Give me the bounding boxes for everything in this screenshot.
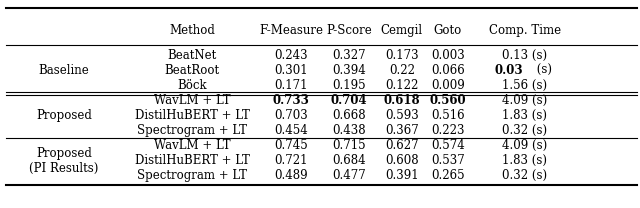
Text: Goto: Goto <box>434 24 462 37</box>
Text: 1.83 (s): 1.83 (s) <box>502 154 547 167</box>
Text: 0.745: 0.745 <box>275 139 308 152</box>
Text: Proposed
(PI Results): Proposed (PI Results) <box>29 147 99 175</box>
Text: 0.394: 0.394 <box>332 64 365 77</box>
Text: 4.09 (s): 4.09 (s) <box>502 139 547 152</box>
Text: DistilHuBERT + LT: DistilHuBERT + LT <box>134 109 250 122</box>
Text: BeatNet: BeatNet <box>168 50 216 62</box>
Text: 0.721: 0.721 <box>275 154 308 167</box>
Text: 0.703: 0.703 <box>275 109 308 122</box>
Text: 0.537: 0.537 <box>431 154 465 167</box>
Text: 4.09 (s): 4.09 (s) <box>502 94 547 107</box>
Text: Method: Method <box>169 24 215 37</box>
Text: Böck: Böck <box>177 79 207 92</box>
Text: 0.265: 0.265 <box>431 169 465 182</box>
Text: 0.223: 0.223 <box>431 124 465 137</box>
Text: 0.618: 0.618 <box>383 94 420 107</box>
Text: 0.574: 0.574 <box>431 139 465 152</box>
Text: 0.03: 0.03 <box>495 64 523 77</box>
Text: 0.003: 0.003 <box>431 50 465 62</box>
Text: 0.489: 0.489 <box>275 169 308 182</box>
Text: 0.627: 0.627 <box>385 139 419 152</box>
Text: 0.122: 0.122 <box>385 79 419 92</box>
Text: 0.009: 0.009 <box>431 79 465 92</box>
Text: 0.22: 0.22 <box>389 64 415 77</box>
Text: 0.171: 0.171 <box>275 79 308 92</box>
Text: 0.715: 0.715 <box>332 139 365 152</box>
Text: Comp. Time: Comp. Time <box>489 24 561 37</box>
Text: 0.516: 0.516 <box>431 109 465 122</box>
Text: Spectrogram + LT: Spectrogram + LT <box>137 124 247 137</box>
Text: P-Score: P-Score <box>326 24 372 37</box>
Text: 0.560: 0.560 <box>429 94 467 107</box>
Text: 0.684: 0.684 <box>332 154 365 167</box>
Text: Cemgil: Cemgil <box>381 24 423 37</box>
Text: 0.668: 0.668 <box>332 109 365 122</box>
Text: 0.593: 0.593 <box>385 109 419 122</box>
Text: 0.367: 0.367 <box>385 124 419 137</box>
Text: BeatRoot: BeatRoot <box>164 64 220 77</box>
Text: 0.438: 0.438 <box>332 124 365 137</box>
Text: WavLM + LT: WavLM + LT <box>154 94 230 107</box>
Text: 0.327: 0.327 <box>332 50 365 62</box>
Text: (s): (s) <box>533 64 552 77</box>
Text: F-Measure: F-Measure <box>259 24 323 37</box>
Text: 0.13 (s): 0.13 (s) <box>502 50 547 62</box>
Text: 0.477: 0.477 <box>332 169 365 182</box>
Text: 0.243: 0.243 <box>275 50 308 62</box>
Text: 0.301: 0.301 <box>275 64 308 77</box>
Text: 0.733: 0.733 <box>273 94 310 107</box>
Text: 0.066: 0.066 <box>431 64 465 77</box>
Text: Baseline: Baseline <box>38 64 90 77</box>
Text: 0.32 (s): 0.32 (s) <box>502 124 547 137</box>
Text: 0.454: 0.454 <box>275 124 308 137</box>
Text: 1.83 (s): 1.83 (s) <box>502 109 547 122</box>
Text: WavLM + LT: WavLM + LT <box>154 139 230 152</box>
Text: 0.173: 0.173 <box>385 50 419 62</box>
Text: DistilHuBERT + LT: DistilHuBERT + LT <box>134 154 250 167</box>
Text: 0.32 (s): 0.32 (s) <box>502 169 547 182</box>
Text: 0.704: 0.704 <box>330 94 367 107</box>
Text: 0.608: 0.608 <box>385 154 419 167</box>
Text: 0.391: 0.391 <box>385 169 419 182</box>
Text: Proposed: Proposed <box>36 109 92 122</box>
Text: 0.195: 0.195 <box>332 79 365 92</box>
Text: Spectrogram + LT: Spectrogram + LT <box>137 169 247 182</box>
Text: 1.56 (s): 1.56 (s) <box>502 79 547 92</box>
